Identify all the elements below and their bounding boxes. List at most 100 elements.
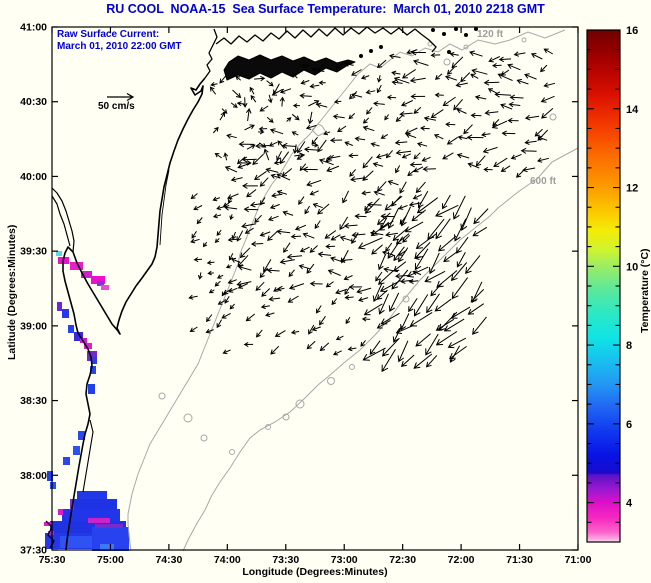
sst-patch	[95, 524, 123, 528]
current-vector-arrow	[223, 152, 229, 161]
current-vector-arrow	[361, 316, 371, 322]
current-vector-arrow	[401, 153, 412, 159]
current-vector-arrow	[376, 75, 382, 83]
current-vector-arrow	[362, 347, 386, 361]
current-vector-arrow	[392, 227, 409, 241]
current-vector-arrow	[405, 132, 417, 139]
current-vector-arrow	[319, 315, 326, 326]
current-vector-arrow	[300, 79, 310, 85]
current-vector-arrow	[270, 345, 280, 355]
current-vector-arrow	[298, 196, 305, 205]
current-vector-arrow	[326, 155, 341, 161]
current-vector-arrow	[425, 355, 438, 368]
current-vector-arrow	[392, 325, 403, 343]
current-vector-arrow	[190, 238, 200, 244]
current-vector-arrow	[255, 329, 263, 338]
current-vector-arrow	[245, 108, 252, 122]
current-vector-arrow	[228, 253, 234, 261]
current-vector-arrow	[430, 283, 443, 297]
current-vector-arrow	[408, 278, 419, 284]
current-vector-arrow	[445, 121, 456, 128]
current-vector-arrow	[304, 205, 311, 215]
current-vector-arrow	[487, 88, 498, 94]
current-vector-arrow	[500, 165, 511, 172]
current-vector-arrow	[371, 244, 383, 255]
island-dot	[379, 45, 383, 49]
current-vector-arrow	[209, 86, 217, 95]
current-vector-arrow	[466, 134, 484, 141]
x-tick-label: 72:00	[448, 554, 475, 566]
current-vector-arrow	[350, 176, 366, 183]
current-vector-arrow	[508, 101, 521, 108]
current-vector-arrow	[406, 266, 429, 278]
colorbar-label: Temperature (°C)	[639, 248, 651, 333]
current-vector-arrow	[471, 281, 483, 303]
current-vector-arrow	[276, 228, 291, 235]
current-vector-arrow	[214, 280, 221, 287]
island-dot	[359, 54, 363, 58]
current-vector-arrow	[435, 331, 458, 346]
depth-contour-loop	[549, 113, 557, 121]
sst-patch	[101, 285, 109, 290]
current-vectors	[188, 48, 556, 373]
current-vector-arrow	[332, 113, 345, 120]
current-vector-arrow	[221, 289, 227, 297]
current-vector-arrow	[276, 189, 288, 195]
current-vector-arrow	[324, 230, 337, 239]
current-vector-arrow	[400, 313, 410, 331]
current-vector-arrow	[319, 342, 330, 352]
current-vector-arrow	[325, 243, 336, 250]
current-vector-arrow	[442, 152, 454, 160]
current-vector-arrow	[282, 210, 294, 216]
current-vector-arrow	[315, 305, 322, 314]
sst-patch	[78, 431, 85, 440]
sst-patch	[91, 276, 105, 284]
current-vector-arrow	[386, 94, 397, 100]
colorbar-tick-label: 16	[626, 25, 638, 37]
current-vector-arrow	[344, 141, 353, 147]
sst-patch	[47, 471, 53, 481]
current-vector-arrow	[306, 179, 322, 187]
current-vector-arrow	[469, 50, 483, 57]
current-vector-arrow	[384, 114, 390, 121]
current-vector-arrow	[224, 296, 230, 304]
current-vector-arrow	[303, 146, 319, 153]
current-vector-arrow	[259, 105, 269, 112]
current-vector-arrow	[451, 56, 464, 69]
current-vector-arrow	[515, 170, 524, 178]
current-vector-arrow	[456, 252, 466, 268]
current-vector-arrow	[472, 226, 488, 237]
current-vector-arrow	[242, 97, 248, 108]
current-vector-arrow	[265, 167, 279, 174]
current-vector-arrow	[416, 197, 438, 214]
current-vector-arrow	[244, 124, 255, 131]
current-vector-arrow	[193, 257, 203, 263]
sst-patch	[87, 351, 97, 361]
current-vector-arrow	[415, 181, 426, 194]
current-vector-arrow	[420, 125, 430, 131]
current-vector-arrow	[357, 237, 383, 250]
current-vector-arrow	[400, 100, 414, 107]
current-vector-arrow	[340, 257, 353, 263]
current-vector-arrow	[378, 220, 394, 231]
current-vector-arrow	[306, 340, 316, 350]
current-vector-arrow	[500, 103, 513, 110]
current-vector-arrow	[335, 61, 346, 69]
current-vector-arrow	[470, 73, 479, 79]
current-vector-arrow	[222, 349, 231, 355]
current-vector-arrow	[388, 53, 401, 59]
current-vector-arrow	[281, 142, 297, 149]
current-vector-arrow	[281, 168, 293, 177]
current-vector-arrow	[343, 275, 353, 281]
current-vector-arrow	[410, 49, 426, 56]
current-vector-arrow	[287, 295, 299, 303]
current-vector-arrow	[206, 260, 215, 266]
current-vector-arrow	[370, 142, 380, 148]
current-vector-arrow	[290, 233, 301, 240]
scale-arrow	[107, 92, 135, 102]
current-vector-arrow	[330, 256, 343, 263]
current-vector-arrow	[422, 166, 436, 172]
current-vector-arrow	[381, 349, 396, 373]
current-vector-arrow	[344, 61, 354, 67]
current-vector-arrow	[255, 281, 265, 292]
